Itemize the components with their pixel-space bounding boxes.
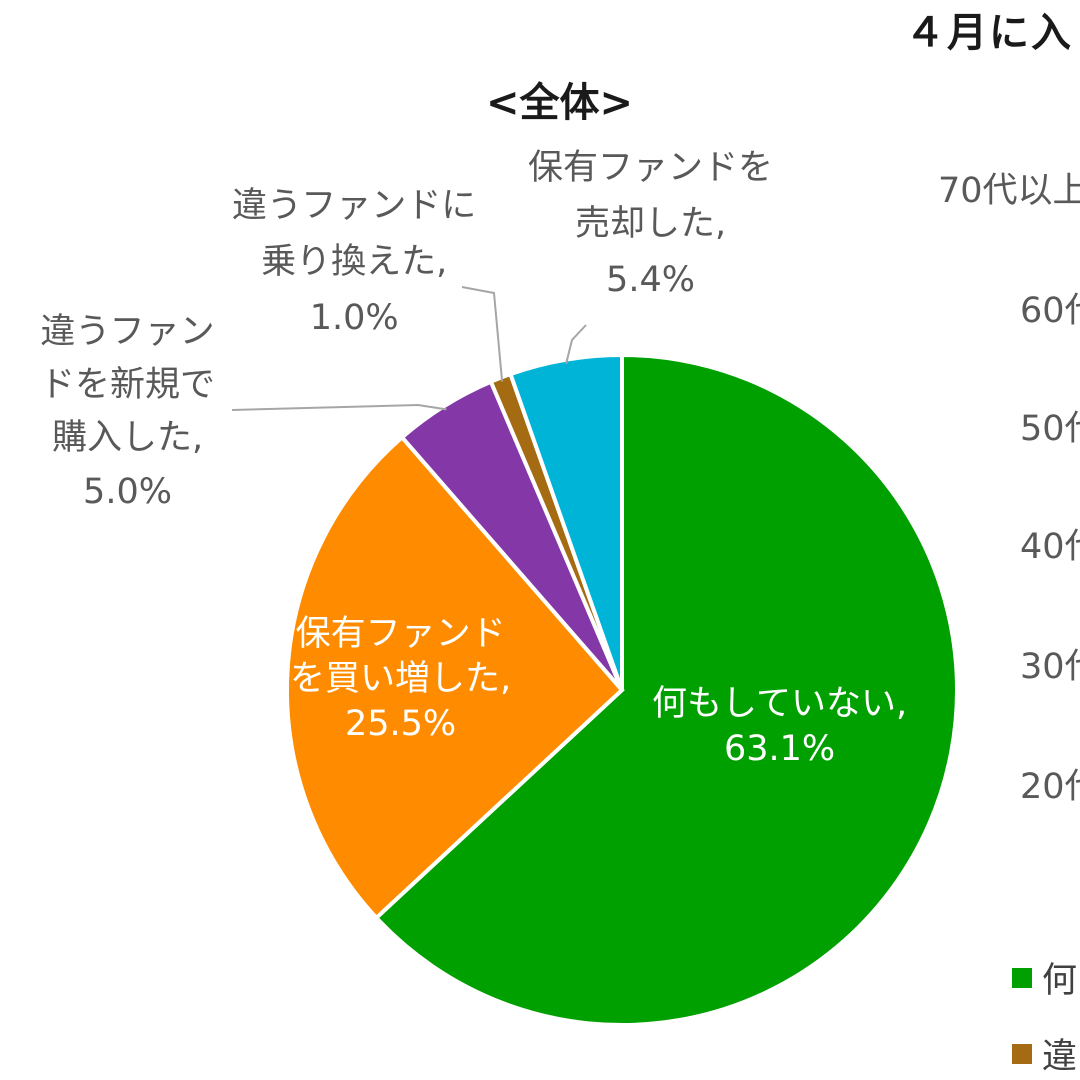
slice-label-brown-line2: 乗り換えた,: [261, 242, 448, 282]
age-label-20s: 20代: [1020, 767, 1080, 807]
slice-label-cyan-line1: 保有ファンドを: [528, 148, 774, 188]
slice-label-green-value: 63.1%: [723, 728, 836, 769]
legend-label-green: 何: [1042, 961, 1078, 1001]
pie-slice-0: [373, 352, 959, 1027]
slice-label-cyan-line2: 売却した,: [574, 204, 727, 244]
legend-label-brown: 違: [1042, 1037, 1078, 1077]
slice-label-brown: 違うファンドに 乗り換えた, 1.0%: [232, 178, 476, 346]
age-label-60s: 60代: [1020, 291, 1080, 331]
age-label-70s: 70代以上: [938, 171, 1080, 211]
slice-label-purple-value: 5.0%: [83, 471, 172, 512]
legend-item-brown: 違: [1012, 1028, 1077, 1079]
legend-swatch-brown: [1012, 1043, 1032, 1064]
age-label-30s: 30代: [1020, 647, 1080, 687]
legend-swatch-green: [1012, 967, 1032, 988]
slice-label-green-line1: 何もしていない,: [652, 684, 908, 724]
slice-label-brown-line1: 違うファンドに: [232, 186, 477, 226]
slice-label-orange-line1: 保有ファンド: [295, 614, 506, 654]
slice-label-cyan-value: 5.4%: [606, 260, 695, 300]
slice-label-green: 何もしていない, 63.1%: [652, 682, 907, 772]
slice-label-purple-line3: 購入した,: [51, 418, 204, 459]
slice-label-purple: 違うファン ドを新規で 購入した, 5.0%: [40, 306, 215, 519]
slice-label-purple-line2: ドを新規で: [40, 365, 216, 406]
slice-label-purple-line1: 違うファン: [40, 312, 215, 352]
age-label-40s: 40代: [1020, 527, 1080, 567]
slice-label-brown-value: 1.0%: [309, 298, 399, 338]
chart-title: <全体>: [486, 80, 634, 126]
pie-slice-1: [285, 434, 625, 921]
leader-line-3: [461, 286, 504, 382]
leader-line-2: [231, 403, 447, 411]
slice-label-orange-value: 25.5%: [344, 703, 457, 744]
leader-line-4: [565, 324, 587, 364]
page-heading: ４月に入: [905, 10, 1073, 56]
legend-item-green: 何: [1012, 952, 1077, 1003]
slice-label-orange: 保有ファンド を買い増した, 25.5%: [290, 612, 511, 746]
age-label-50s: 50代: [1020, 409, 1080, 449]
slice-label-orange-line2: を買い増した,: [290, 658, 512, 699]
slice-label-cyan: 保有ファンドを 売却した, 5.4%: [528, 140, 773, 308]
pie-slice-4: [507, 352, 624, 691]
